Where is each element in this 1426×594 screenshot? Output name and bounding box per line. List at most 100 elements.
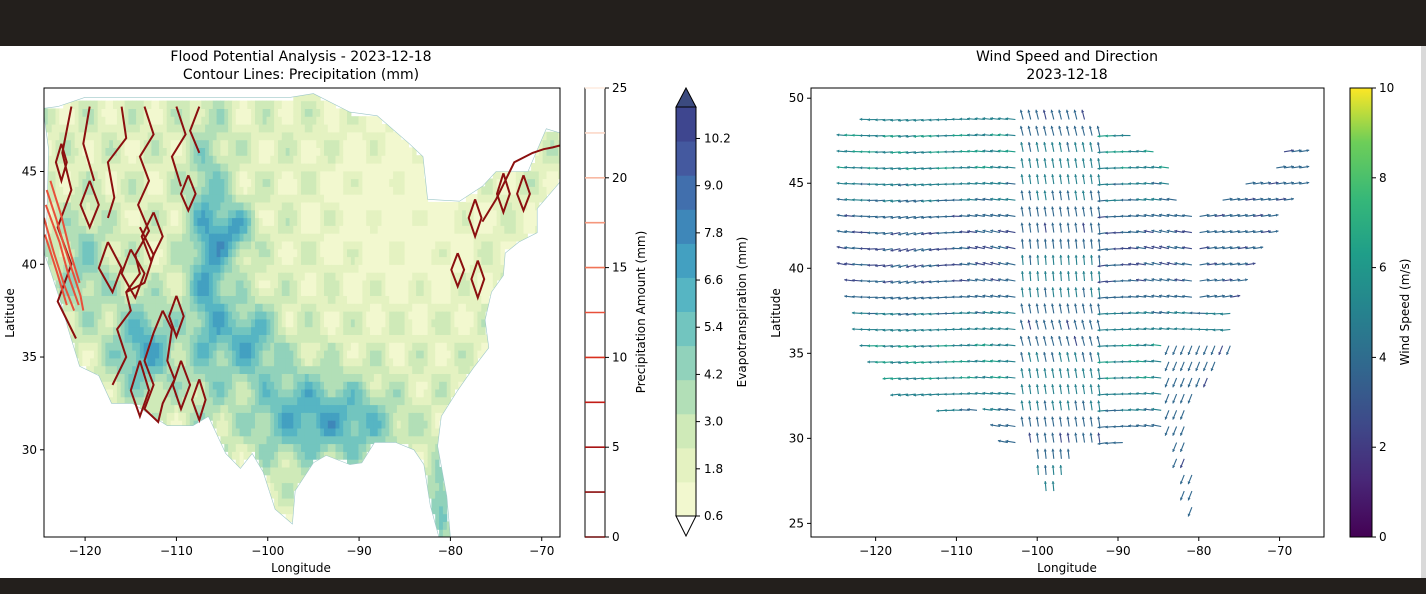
evap-cell (385, 131, 390, 141)
evap-cell (308, 163, 314, 172)
evap-cell (301, 108, 306, 117)
evap-cell (450, 295, 455, 304)
evap-cell (393, 170, 398, 180)
evap-cell (86, 240, 91, 250)
evap-cell (185, 201, 191, 211)
evap-cell (339, 139, 344, 148)
evap-cell (377, 248, 383, 258)
evap-cell (373, 209, 379, 219)
evap-cell (78, 100, 83, 109)
evap-cell (285, 100, 291, 109)
evap-cell (266, 233, 271, 242)
evap-cell (289, 272, 294, 281)
evap-cell (427, 279, 432, 289)
evap-cell (431, 256, 436, 265)
evap-cell (90, 186, 95, 195)
evap-cell (224, 225, 229, 234)
evap-cell (531, 186, 536, 195)
evap-cell (178, 412, 183, 421)
evap-cell (162, 373, 168, 382)
evap-cell (519, 233, 524, 242)
evap-cell (347, 318, 352, 328)
evap-cell (274, 427, 279, 437)
evap-cell (462, 225, 467, 234)
evap-cell (185, 318, 191, 328)
evap-cell (212, 201, 218, 211)
evap-cell (262, 459, 267, 468)
evap-cell (301, 170, 306, 180)
evap-cell (255, 295, 260, 304)
evap-cell (86, 311, 91, 320)
evap-cell (431, 334, 436, 343)
evap-cell (120, 170, 126, 180)
evap-cell (189, 139, 195, 148)
evap-cell (393, 194, 398, 203)
evap-cell (285, 248, 291, 258)
right-edge-strip (1421, 46, 1426, 578)
evap-cell (151, 116, 156, 125)
evap-cell (212, 209, 218, 219)
evap-cell (385, 264, 390, 273)
evap-cell (239, 388, 244, 398)
evap-cell (182, 404, 187, 413)
evap-cell (366, 248, 371, 258)
evap-cell (419, 287, 425, 296)
evap-cell (331, 124, 337, 133)
evap-cell (389, 404, 394, 413)
evap-cell (235, 147, 241, 156)
evap-cell (109, 108, 114, 117)
evap-cell (366, 342, 371, 351)
evap-cell (162, 279, 168, 289)
evap-cell (193, 201, 198, 211)
evap-cell (247, 217, 252, 226)
evap-cell (262, 163, 267, 172)
evap-cell (193, 388, 198, 398)
evap-cell (101, 217, 106, 226)
evap-cell (197, 178, 202, 187)
evap-cell (435, 490, 440, 499)
evap-cell (278, 303, 283, 312)
evap-cell (220, 388, 225, 398)
evap-cell (251, 178, 256, 187)
evap-cell (304, 279, 310, 289)
evap-cell (97, 217, 103, 226)
evap-cell (212, 108, 218, 117)
right-title-line1: Wind Speed and Direction (976, 49, 1158, 65)
evap-cell (67, 163, 72, 172)
evap-cell (404, 233, 409, 242)
evap-cell (232, 318, 237, 328)
evap-cell (324, 342, 329, 351)
evap-cell (396, 404, 402, 413)
evap-cell (531, 170, 536, 180)
evap-cell (278, 279, 283, 289)
evap-cell (155, 139, 160, 148)
evap-cell (389, 248, 394, 258)
evap-cell (70, 178, 76, 187)
evap-cell (51, 233, 57, 242)
evap-cell (381, 178, 386, 187)
evap-cell (228, 186, 233, 195)
evap-cell (343, 147, 348, 156)
evap-cell (109, 295, 114, 304)
evap-cell (124, 108, 129, 117)
evap-cell (162, 248, 168, 258)
evap-cell (446, 303, 452, 312)
evap-cell (347, 412, 352, 421)
evap-cell (431, 264, 436, 273)
evap-cell (431, 505, 436, 515)
evap-cell (255, 357, 260, 367)
evap-cell (324, 420, 329, 429)
left-ytick-label: 40 (22, 257, 37, 271)
evap-cell (128, 365, 133, 374)
evap-cell (366, 170, 371, 180)
evap-cell (373, 201, 379, 211)
evap-cell (228, 318, 233, 328)
evap-cell (224, 178, 229, 187)
evap-cell (289, 264, 294, 273)
evap-cell (431, 381, 436, 390)
evap-cell (389, 163, 394, 172)
evap-cell (320, 381, 325, 390)
evap-cell (174, 209, 179, 219)
evap-cell (258, 342, 264, 351)
evap-cell (316, 373, 321, 382)
